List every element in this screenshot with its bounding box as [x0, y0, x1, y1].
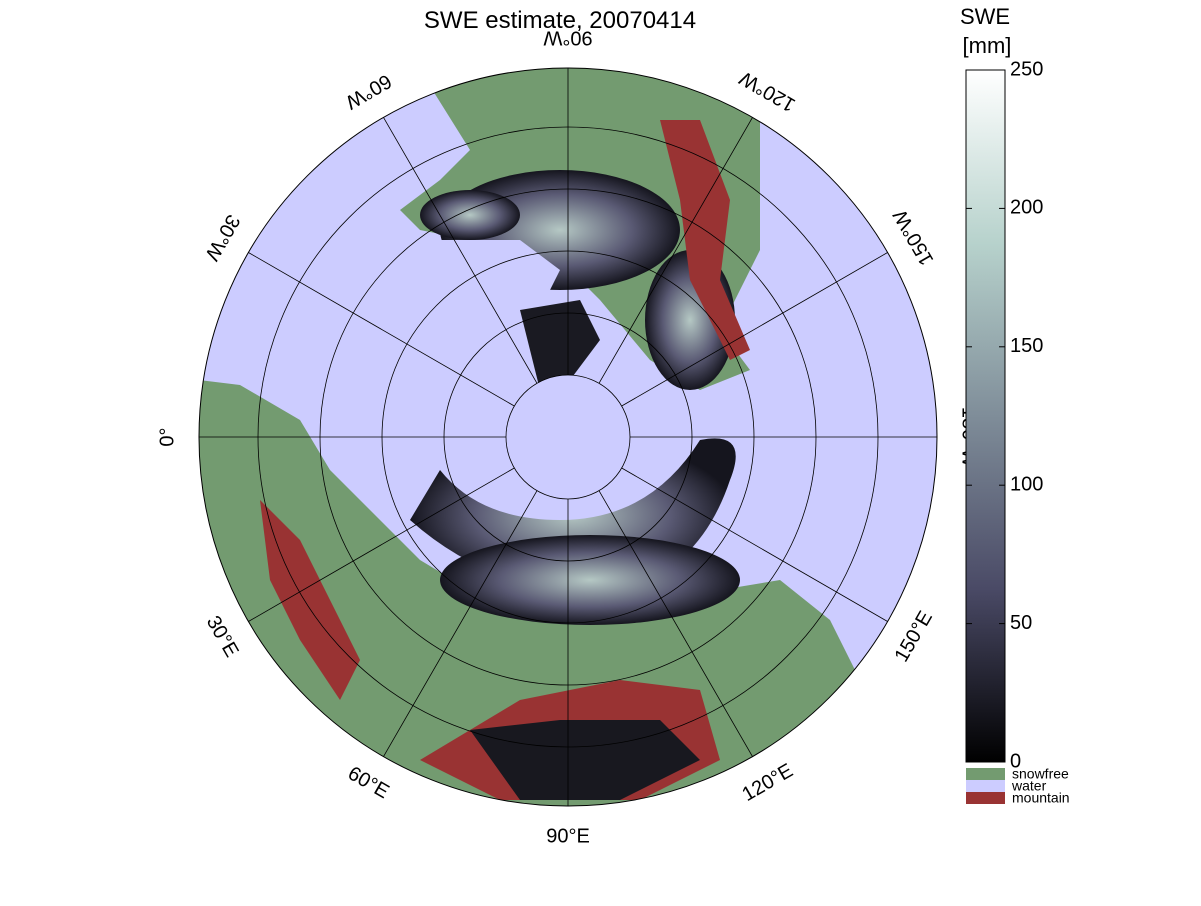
legend-swatch	[966, 780, 1005, 792]
meridian-line	[383, 490, 538, 757]
arctic-islands	[520, 300, 600, 390]
snow-labrador	[420, 190, 520, 240]
legend-label: water	[1011, 778, 1047, 794]
legend-swatch	[966, 792, 1005, 804]
colorbar-label: [mm]	[963, 33, 1012, 58]
rockies	[660, 120, 750, 360]
meridian-line	[248, 467, 515, 622]
colorbar-ticks: 0 50 100 150 200 250	[966, 58, 1043, 772]
colorbar-tick-label: 150	[1010, 335, 1043, 357]
colorbar-tick-label: 200	[1010, 197, 1043, 219]
meridian-line	[598, 117, 753, 384]
map	[199, 68, 937, 806]
legend-label: mountain	[1012, 790, 1070, 806]
meridian-label: 90°E	[546, 825, 590, 847]
meridian-line	[621, 467, 888, 622]
snow-russia	[440, 535, 740, 625]
legend-label: snowfree	[1012, 766, 1069, 782]
meridian-label: 30°W	[200, 211, 244, 265]
colorbar-tick-label: 50	[1010, 612, 1032, 634]
meridian-label: 120°W	[736, 67, 799, 116]
pole-hole	[506, 375, 630, 499]
title: SWE estimate, 20070414	[424, 7, 696, 34]
map-frame	[198, 67, 938, 807]
meridian-label: 150°W	[889, 206, 938, 269]
snow-asia	[470, 720, 700, 800]
hudson-bay	[430, 240, 560, 310]
meridian-label: 150°E	[891, 607, 937, 665]
meridian-label: 60°W	[341, 69, 395, 113]
meridian-line	[621, 252, 888, 407]
meridian-label: 90°W	[543, 27, 592, 49]
meridian-label: 120°E	[738, 760, 796, 806]
meridian-line	[248, 252, 515, 407]
meridian-label: 30°E	[202, 612, 243, 661]
colorbar-label: SWE	[960, 4, 1010, 29]
meridian-label: 60°E	[344, 762, 393, 803]
meridian-line	[383, 117, 538, 384]
colorbar-tick-label: 250	[1010, 58, 1043, 80]
colorbar	[965, 69, 1006, 763]
meridian-label: 0°	[156, 427, 178, 446]
legend-swatch	[966, 768, 1005, 780]
graticule	[199, 68, 937, 806]
scandinavia-mountains	[260, 500, 360, 700]
colorbar-tick-label: 0	[1010, 750, 1021, 772]
colorbar-tick-label: 100	[1010, 473, 1043, 495]
meridian-line	[598, 490, 753, 757]
